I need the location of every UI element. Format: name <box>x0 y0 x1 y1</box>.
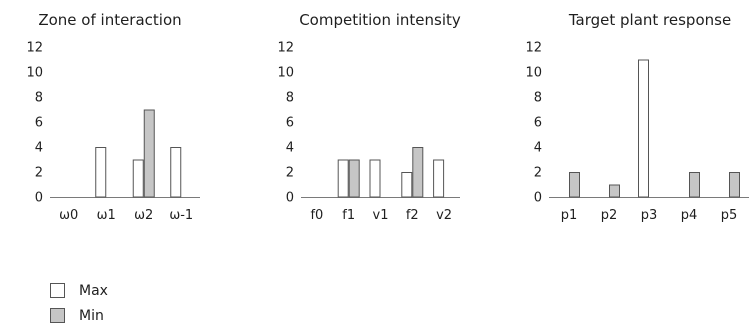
legend-swatch-min <box>50 308 65 323</box>
bar-max <box>433 159 445 198</box>
bar-min <box>412 147 424 198</box>
category-label: f1 <box>342 208 355 223</box>
bar-max <box>401 172 413 198</box>
category-label: v2 <box>436 208 452 223</box>
y-tick-label: 0 <box>286 191 294 206</box>
bar-min <box>569 172 580 198</box>
bar-max <box>638 59 649 198</box>
category-label: f0 <box>310 208 323 223</box>
bar-max <box>95 147 107 198</box>
y-tick-label: 0 <box>35 191 43 206</box>
y-tick-label: 10 <box>26 66 43 81</box>
category-label: p1 <box>561 208 578 223</box>
y-tick-label: 12 <box>277 41 294 56</box>
bar-min <box>729 172 740 198</box>
bar-max <box>170 147 182 198</box>
y-tick-label: 6 <box>286 116 294 131</box>
category-label: p4 <box>681 208 698 223</box>
bar-max <box>132 159 144 198</box>
y-tick-label: 10 <box>277 66 294 81</box>
y-tick-label: 12 <box>525 41 542 56</box>
y-tick-label: 0 <box>534 191 542 206</box>
chart-title: Zone of interaction <box>38 11 181 29</box>
bar-min <box>609 184 620 198</box>
chart-2: Competition intensity 0 2 4 6 8 10 12 f0 f1 v1 f2 v2 <box>277 11 460 223</box>
bar-max <box>369 159 381 198</box>
category-label: ω0 <box>59 208 78 223</box>
y-tick-label: 2 <box>534 166 542 181</box>
y-tick-label: 2 <box>286 166 294 181</box>
category-label: p5 <box>721 208 738 223</box>
y-tick-label: 10 <box>525 66 542 81</box>
y-tick-label: 6 <box>35 116 43 131</box>
y-tick-label: 4 <box>35 141 43 156</box>
legend-item-max: Max <box>50 280 108 301</box>
legend-label-min: Min <box>79 307 104 324</box>
y-tick-label: 4 <box>534 141 542 156</box>
chart-3: Target plant response 0 2 4 6 8 10 12 p1 p2 p3 p4 p5 <box>525 11 749 223</box>
legend-label-max: Max <box>79 282 108 299</box>
bar-min <box>143 109 155 198</box>
chart-1: Zone of interaction 0 2 4 6 8 10 12 ω0 ω1 ω2 ω-1 <box>26 11 200 223</box>
legend-item-min: Min <box>50 305 108 326</box>
bar-min <box>689 172 700 198</box>
legend-swatch-max <box>50 283 65 298</box>
y-tick-label: 8 <box>534 91 542 106</box>
y-tick-label: 12 <box>26 41 43 56</box>
category-label: p3 <box>641 208 658 223</box>
chart-title: Target plant response <box>568 11 731 29</box>
chart-title: Competition intensity <box>299 11 461 29</box>
legend: Max Min <box>50 280 108 330</box>
category-label: ω1 <box>97 208 116 223</box>
y-tick-label: 8 <box>35 91 43 106</box>
y-tick-label: 6 <box>534 116 542 131</box>
y-tick-label: 8 <box>286 91 294 106</box>
category-label: p2 <box>601 208 618 223</box>
category-label: f2 <box>406 208 419 223</box>
bar-max <box>337 159 349 198</box>
y-tick-label: 2 <box>35 166 43 181</box>
y-tick-label: 4 <box>286 141 294 156</box>
bar-min <box>348 159 360 198</box>
category-label: v1 <box>373 208 389 223</box>
category-label: ω2 <box>134 208 153 223</box>
category-label: ω-1 <box>169 208 193 223</box>
